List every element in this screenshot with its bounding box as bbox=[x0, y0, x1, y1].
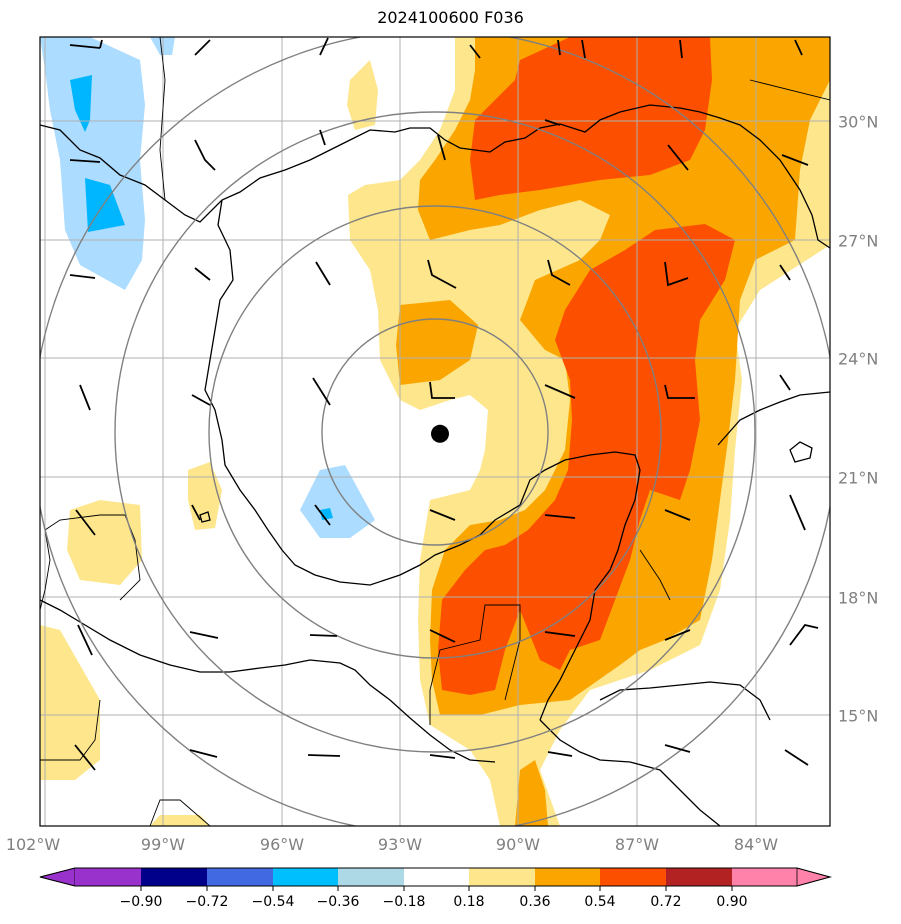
lat-label-27n: 27°N bbox=[838, 231, 879, 251]
contour-0.54 bbox=[470, 37, 712, 200]
lon-label-87w: 87°W bbox=[614, 835, 660, 854]
colorbar-tick-label: −0.72 bbox=[185, 894, 229, 910]
colorbar-bin-7 bbox=[469, 868, 535, 886]
colorbar bbox=[39, 867, 832, 891]
colorbar-tick-label: −0.90 bbox=[119, 894, 163, 910]
map-frame bbox=[39, 36, 831, 827]
lon-label-102w: 102°W bbox=[5, 835, 61, 854]
colorbar-tick-label: 0.90 bbox=[716, 894, 748, 910]
contour-0.18-left bbox=[40, 625, 100, 780]
contour-neg-0.18-mid bbox=[300, 465, 375, 538]
lake bbox=[199, 511, 211, 523]
isla-juventud bbox=[789, 441, 813, 463]
lon-label-84w: 84°W bbox=[733, 835, 779, 854]
colorbar-tick-label: −0.54 bbox=[251, 894, 295, 910]
lon-label-99w: 99°W bbox=[140, 835, 186, 854]
contour-0.36-bottom bbox=[515, 760, 548, 826]
colorbar-over-arrow bbox=[796, 867, 832, 887]
negative-shading bbox=[40, 37, 375, 538]
contour-0.54-main bbox=[438, 224, 735, 695]
colorbar-bin-3 bbox=[207, 868, 273, 886]
pacific-coast bbox=[40, 599, 496, 763]
gulf-coast bbox=[40, 104, 830, 249]
lat-label-21n: 21°N bbox=[838, 468, 879, 488]
contour-0.18-sw bbox=[67, 500, 142, 585]
colorbar-tick-label: −0.36 bbox=[316, 894, 360, 910]
central-america-coast bbox=[539, 719, 721, 826]
lon-label-93w: 93°W bbox=[377, 835, 423, 854]
storm-center-marker bbox=[431, 424, 449, 443]
colorbar-bin-1 bbox=[75, 868, 141, 886]
ring-1 bbox=[321, 318, 549, 546]
contour-neg-0.18 bbox=[40, 37, 145, 290]
borders bbox=[40, 37, 830, 826]
lat-label-30n: 30°N bbox=[838, 112, 879, 132]
contour-0.18-small bbox=[188, 462, 222, 530]
colorbar-bin-6 bbox=[404, 868, 469, 886]
lon-label-90w: 90°W bbox=[495, 835, 541, 854]
lat-label-18n: 18°N bbox=[838, 588, 879, 608]
mexico-west-coast bbox=[204, 199, 641, 721]
colorbar-tick-label: −0.18 bbox=[382, 894, 426, 910]
colorbar-bin-11 bbox=[732, 868, 797, 886]
gridlines bbox=[40, 37, 830, 826]
colorbar-bin-8 bbox=[535, 868, 600, 886]
wind-barbs bbox=[69, 37, 819, 771]
colorbar-tick-label: 0.18 bbox=[453, 894, 485, 910]
colorbar-bin-9 bbox=[600, 868, 666, 886]
map-title: 2024100600 F036 bbox=[377, 8, 524, 27]
colorbar-tick-label: 0.36 bbox=[519, 894, 551, 910]
map-area bbox=[40, 37, 830, 826]
range-rings bbox=[40, 37, 830, 826]
ring-2 bbox=[208, 205, 662, 659]
lon-label-96w: 96°W bbox=[259, 835, 305, 854]
colorbar-outline bbox=[39, 867, 832, 887]
contour-0.18-bottom bbox=[150, 815, 210, 826]
lat-label-24n: 24°N bbox=[838, 349, 879, 369]
cuba bbox=[717, 391, 830, 446]
ring-3 bbox=[114, 111, 756, 753]
colorbar-under-arrow bbox=[39, 867, 76, 887]
contour-0.18-nw bbox=[347, 60, 378, 130]
contour-neg-0.36-a bbox=[70, 75, 92, 132]
colorbar-bin-5 bbox=[338, 868, 404, 886]
colorbar-bin-10 bbox=[666, 868, 732, 886]
lat-label-15n: 15°N bbox=[838, 706, 879, 726]
colorbar-tick-label: 0.72 bbox=[650, 894, 682, 910]
colorbar-tick-label: 0.54 bbox=[584, 894, 616, 910]
positive-shading bbox=[40, 37, 830, 826]
colorbar-bin-4 bbox=[273, 868, 338, 886]
colorbar-bin-2 bbox=[141, 868, 207, 886]
